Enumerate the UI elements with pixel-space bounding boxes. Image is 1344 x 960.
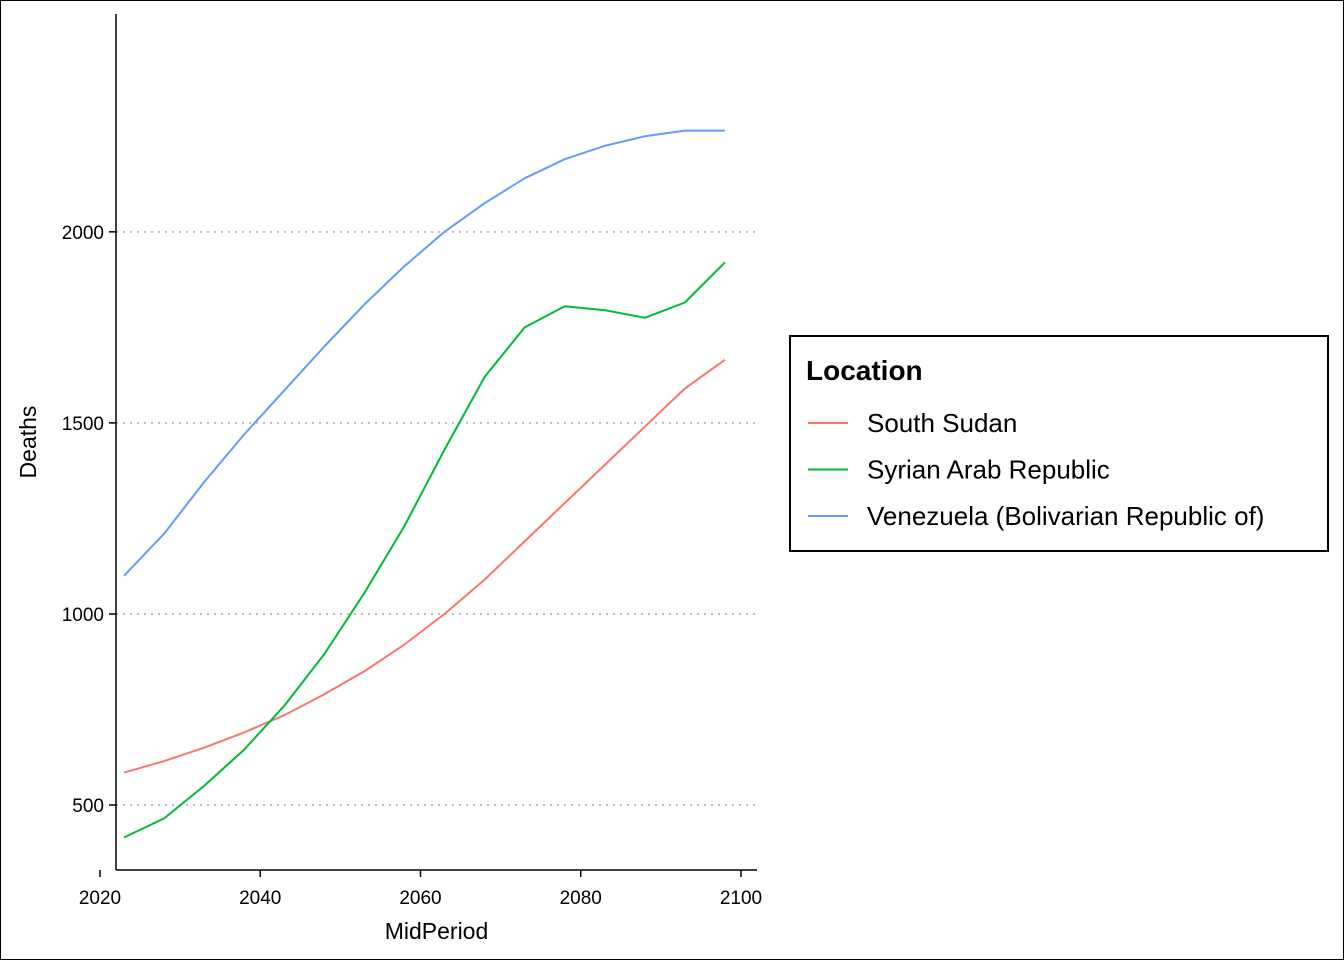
x-axis-ticks: 2020 2040 2060 2080 2100 bbox=[79, 870, 762, 909]
legend-label-1: South Sudan bbox=[867, 408, 1017, 438]
y-tick-label-2000: 2000 bbox=[62, 223, 104, 244]
legend-label-2: Syrian Arab Republic bbox=[867, 455, 1110, 485]
legend: Location South Sudan Syrian Arab Republic… bbox=[789, 335, 1329, 552]
x-axis-title: MidPeriod bbox=[385, 918, 489, 944]
axes bbox=[115, 14, 757, 871]
series-line-3 bbox=[123, 129, 725, 577]
legend-items: South Sudan Syrian Arab Republic Venezuela… bbox=[808, 408, 1264, 531]
series-line-1 bbox=[123, 358, 726, 774]
x-tick-label-2100: 2100 bbox=[720, 888, 762, 909]
legend-box bbox=[789, 335, 1329, 552]
y-tick-label-500: 500 bbox=[72, 796, 104, 817]
y-axis-title: Deaths bbox=[15, 406, 41, 479]
x-tick-label-2060: 2060 bbox=[399, 888, 441, 909]
legend-title: Location bbox=[806, 355, 923, 386]
y-tick-label-1500: 1500 bbox=[62, 414, 104, 435]
gridlines bbox=[116, 230, 757, 807]
x-tick-label-2080: 2080 bbox=[560, 888, 602, 909]
series-line-2 bbox=[123, 261, 726, 839]
legend-label-3: Venezuela (Bolivarian Republic of) bbox=[867, 501, 1264, 531]
x-tick-label-2040: 2040 bbox=[239, 888, 281, 909]
series-lines bbox=[123, 129, 726, 839]
y-tick-label-1000: 1000 bbox=[62, 605, 104, 626]
x-tick-label-2020: 2020 bbox=[79, 888, 121, 909]
y-axis-ticks: 500 1000 1500 2000 bbox=[62, 223, 116, 817]
